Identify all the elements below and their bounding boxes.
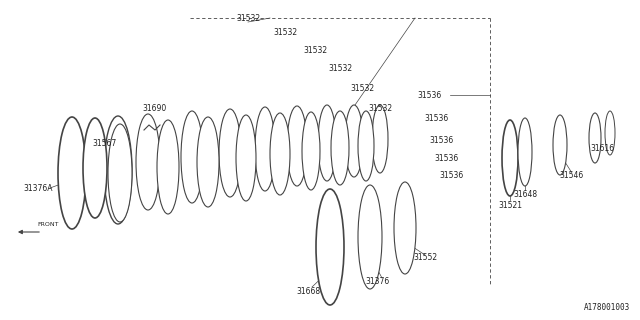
Ellipse shape (302, 112, 320, 190)
Ellipse shape (553, 115, 567, 175)
Ellipse shape (589, 113, 601, 163)
Text: 31532: 31532 (236, 13, 260, 22)
Text: 31552: 31552 (413, 253, 437, 262)
Text: 31546: 31546 (560, 171, 584, 180)
Ellipse shape (83, 118, 107, 218)
Ellipse shape (157, 120, 179, 214)
Text: 31376A: 31376A (23, 183, 52, 193)
Ellipse shape (270, 113, 290, 195)
Text: 31532: 31532 (328, 63, 352, 73)
Ellipse shape (181, 111, 203, 203)
Text: 31567: 31567 (93, 139, 117, 148)
Ellipse shape (219, 109, 241, 197)
Ellipse shape (316, 189, 344, 305)
Ellipse shape (331, 111, 349, 185)
Ellipse shape (345, 105, 363, 177)
Text: 31532: 31532 (303, 45, 327, 54)
Ellipse shape (58, 117, 86, 229)
Ellipse shape (358, 111, 374, 181)
Ellipse shape (394, 182, 416, 274)
Text: FRONT: FRONT (37, 221, 59, 227)
Ellipse shape (136, 114, 160, 210)
Text: 31532: 31532 (273, 28, 297, 36)
Text: 31532: 31532 (350, 84, 374, 92)
Text: 31376: 31376 (366, 277, 390, 286)
Ellipse shape (197, 117, 219, 207)
Text: 31668: 31668 (296, 287, 320, 297)
Ellipse shape (518, 118, 532, 186)
Text: 31536: 31536 (435, 154, 459, 163)
Ellipse shape (108, 124, 132, 222)
Text: 31536: 31536 (425, 114, 449, 123)
Text: 31536: 31536 (418, 91, 442, 100)
Ellipse shape (358, 185, 382, 289)
Text: A178001003: A178001003 (584, 303, 630, 312)
Ellipse shape (605, 111, 615, 155)
Text: 31532: 31532 (368, 103, 392, 113)
Text: 31536: 31536 (440, 171, 464, 180)
Text: 31536: 31536 (430, 135, 454, 145)
Ellipse shape (372, 105, 388, 173)
Ellipse shape (287, 106, 307, 186)
Ellipse shape (255, 107, 275, 191)
Ellipse shape (502, 120, 518, 196)
Ellipse shape (236, 115, 256, 201)
Text: 31648: 31648 (513, 189, 537, 198)
Ellipse shape (318, 105, 336, 181)
Ellipse shape (104, 116, 132, 224)
Text: 31690: 31690 (143, 103, 167, 113)
Text: 31521: 31521 (498, 201, 522, 210)
Text: 31616: 31616 (590, 143, 614, 153)
